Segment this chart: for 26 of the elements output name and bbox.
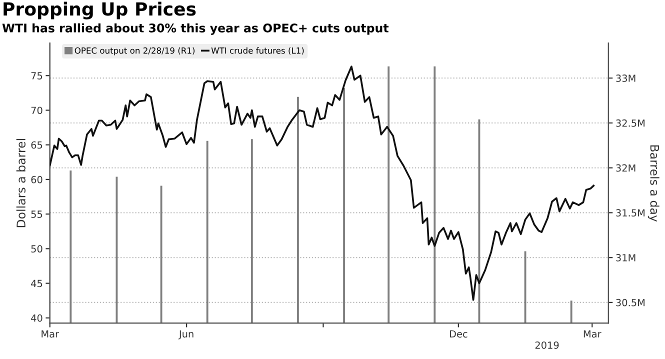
y-tick-label: 70	[31, 106, 42, 114]
chart-subtitle: WTI has rallied about 30% this year as OPEC+ cuts output	[2, 23, 389, 35]
y-tick-label: 55	[31, 210, 42, 218]
chart-title: Propping Up Prices	[4, 2, 196, 20]
y-tick-label: 60	[31, 176, 42, 184]
x-tick-label: Mar	[584, 330, 602, 338]
y2-tick-label: 33M	[616, 74, 636, 82]
y2-axis-title: Barrels a day	[648, 145, 660, 222]
y-tick-label: 45	[31, 280, 42, 288]
y2-tick-label: 32M	[616, 164, 636, 172]
y2-tick-label: 30.5M	[616, 298, 645, 306]
line-series	[50, 66, 595, 301]
legend-label: WTI crude futures (L1)	[211, 47, 304, 55]
y2-tick-label: 32.5M	[616, 119, 645, 127]
legend-label: OPEC output on 2/28/19 (R1)	[74, 47, 195, 56]
x-tick-label: Jun	[178, 330, 194, 340]
y-tick-label: 65	[31, 141, 42, 149]
text: 2019	[535, 341, 559, 349]
x-tick-label: Dec	[450, 330, 468, 338]
y-axis-title: Dollars a barrel	[16, 139, 26, 228]
x-tick-label: Mar	[42, 330, 60, 338]
y2-tick-label: 31.5M	[616, 209, 645, 217]
y-tick-label: 75	[31, 72, 42, 80]
y2-tick-label: 31M	[616, 254, 636, 262]
y-tick-label: 40	[31, 314, 42, 322]
y-tick-label: 50	[31, 245, 42, 253]
